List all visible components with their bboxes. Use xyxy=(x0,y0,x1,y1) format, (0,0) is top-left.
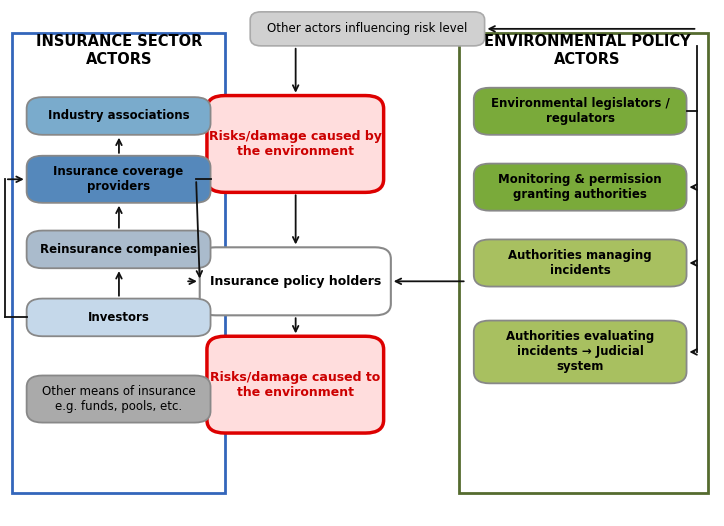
FancyBboxPatch shape xyxy=(27,230,211,268)
FancyBboxPatch shape xyxy=(27,376,211,422)
Text: Other means of insurance
e.g. funds, pools, etc.: Other means of insurance e.g. funds, poo… xyxy=(42,385,195,413)
Text: Risks/damage caused by
the environment: Risks/damage caused by the environment xyxy=(209,130,382,158)
Text: Industry associations: Industry associations xyxy=(48,109,190,123)
FancyBboxPatch shape xyxy=(27,97,211,135)
FancyBboxPatch shape xyxy=(473,239,686,287)
Text: INSURANCE SECTOR
ACTORS: INSURANCE SECTOR ACTORS xyxy=(35,34,202,67)
FancyBboxPatch shape xyxy=(200,247,391,315)
Bar xyxy=(12,33,225,493)
Text: Risks/damage caused to
the environment: Risks/damage caused to the environment xyxy=(210,371,380,399)
Text: Insurance coverage
providers: Insurance coverage providers xyxy=(54,165,184,193)
Text: Reinsurance companies: Reinsurance companies xyxy=(40,243,197,256)
Text: ENVIRONMENTAL POLICY
ACTORS: ENVIRONMENTAL POLICY ACTORS xyxy=(484,34,690,67)
Text: Investors: Investors xyxy=(88,311,150,324)
Text: Authorities evaluating
incidents → Judicial
system: Authorities evaluating incidents → Judic… xyxy=(506,330,654,373)
FancyBboxPatch shape xyxy=(473,320,686,383)
FancyBboxPatch shape xyxy=(27,299,211,336)
FancyBboxPatch shape xyxy=(207,336,384,433)
FancyBboxPatch shape xyxy=(207,96,384,193)
FancyBboxPatch shape xyxy=(473,88,686,135)
FancyBboxPatch shape xyxy=(251,12,484,46)
FancyBboxPatch shape xyxy=(27,156,211,203)
Bar xyxy=(459,33,708,493)
Text: Other actors influencing risk level: Other actors influencing risk level xyxy=(267,23,468,35)
FancyBboxPatch shape xyxy=(473,164,686,211)
Text: Environmental legislators /
regulators: Environmental legislators / regulators xyxy=(491,97,670,125)
Text: Monitoring & permission
granting authorities: Monitoring & permission granting authori… xyxy=(498,173,662,201)
Text: Authorities managing
incidents: Authorities managing incidents xyxy=(508,249,652,277)
Text: Insurance policy holders: Insurance policy holders xyxy=(210,275,381,288)
